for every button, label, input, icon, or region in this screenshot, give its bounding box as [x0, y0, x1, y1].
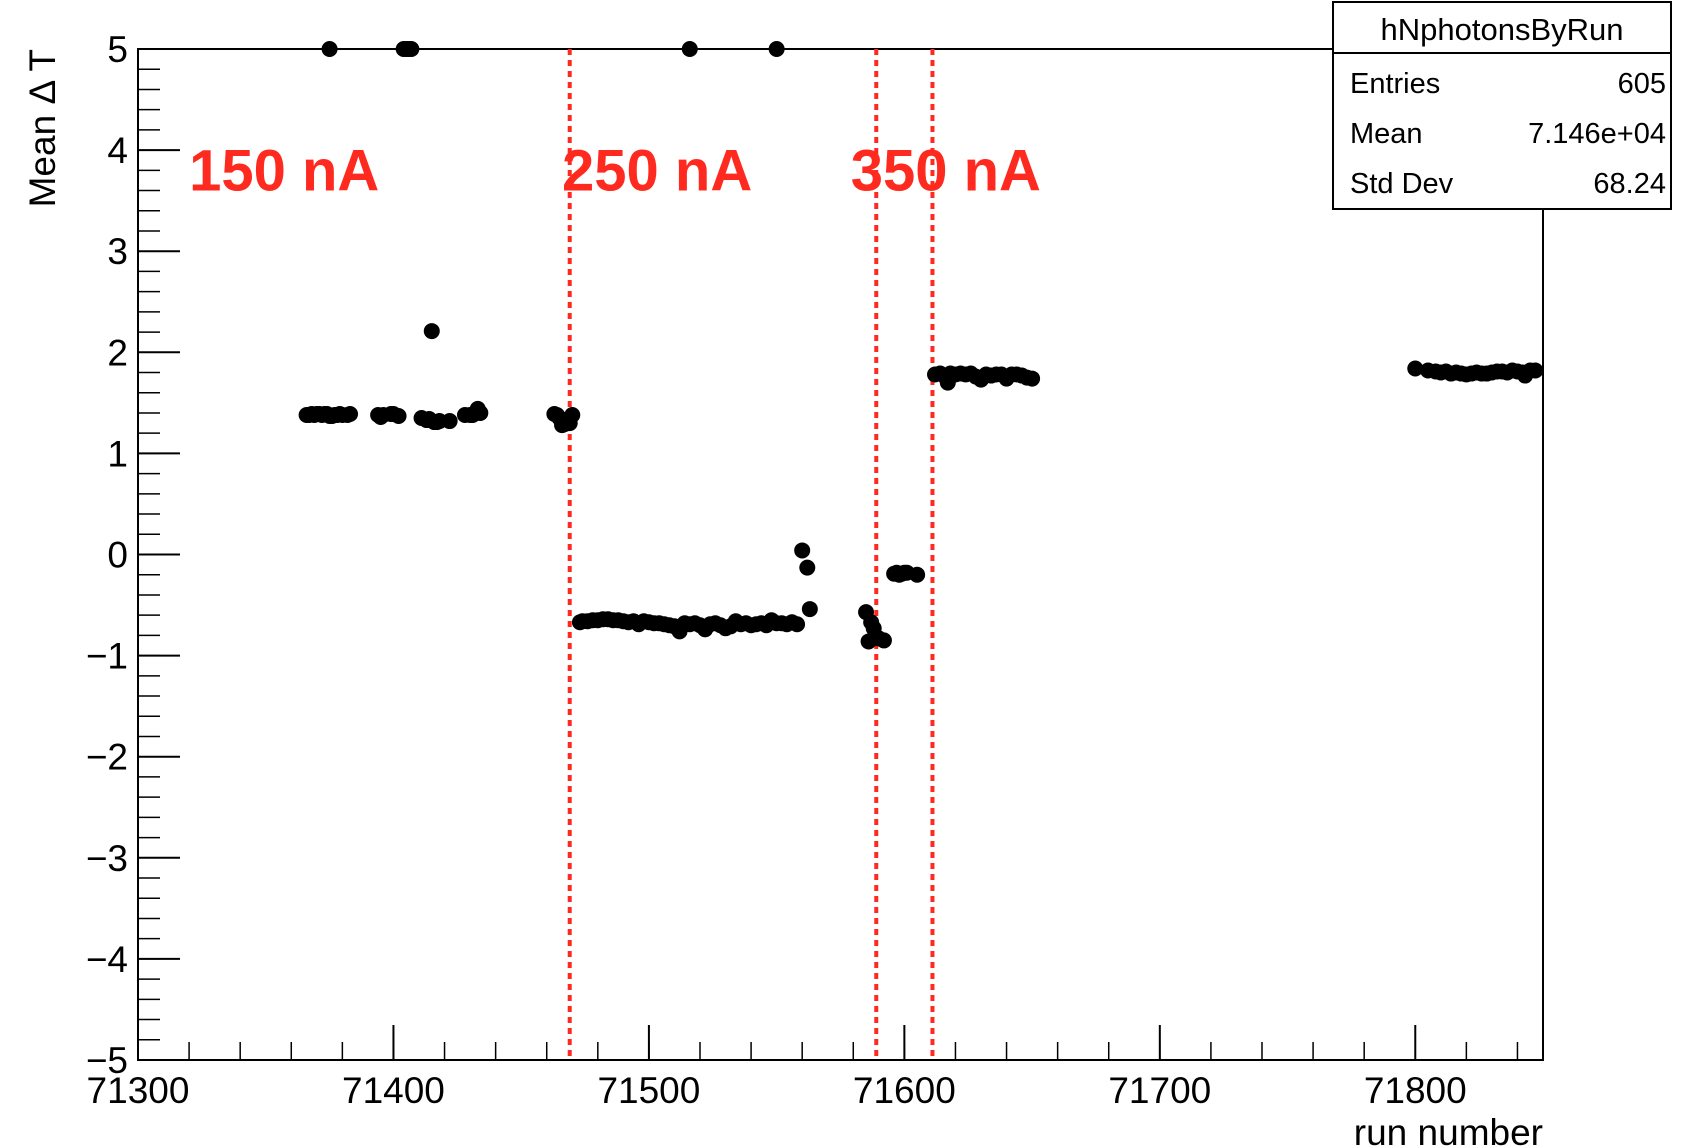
stats-mean-label: Mean	[1350, 118, 1423, 150]
data-point	[390, 407, 407, 424]
x-minor-ticks	[137, 1042, 1519, 1060]
data-point	[768, 41, 785, 57]
data-point	[801, 601, 818, 618]
y-tick-label: −3	[86, 838, 128, 879]
region-label: 350 nA	[851, 138, 1041, 203]
region-label: 150 nA	[189, 138, 379, 203]
stats-box: hNphotonsByRun Entries 605 Mean 7.146e+0…	[1332, 1, 1672, 210]
region-labels: 150 nA 250 nA 350 nA	[189, 138, 1041, 203]
stats-mean-value: 7.146e+04	[1528, 118, 1666, 150]
x-tick-label: 71800	[1364, 1070, 1467, 1111]
data-points	[298, 41, 1544, 650]
data-point	[799, 559, 816, 576]
x-tick-label: 71400	[342, 1070, 445, 1111]
data-point	[875, 632, 892, 649]
y-tick-label: −5	[86, 1040, 128, 1081]
y-axis-title: Mean Δ T	[22, 49, 63, 207]
y-tick-label: 5	[107, 29, 128, 70]
stats-stddev-label: Std Dev	[1350, 168, 1454, 200]
y-tick-label: 4	[107, 130, 128, 171]
stats-entries-label: Entries	[1350, 68, 1440, 100]
y-tick-label: 0	[107, 535, 128, 576]
y-tick-label: 2	[107, 332, 128, 373]
y-axis-ticks: −5 −4 −3 −2 −1 0 1 2 3 4 5	[86, 29, 180, 1081]
x-tick-label: 71500	[597, 1070, 700, 1111]
y-tick-label: 1	[107, 433, 128, 474]
data-point	[423, 323, 440, 340]
region-label: 250 nA	[562, 138, 752, 203]
data-point	[794, 542, 811, 559]
data-point	[1024, 370, 1041, 387]
x-tick-label: 71600	[853, 1070, 956, 1111]
stats-entries-value: 605	[1618, 68, 1666, 100]
y-tick-label: −2	[86, 737, 128, 778]
data-point	[1407, 360, 1424, 377]
x-tick-label: 71700	[1108, 1070, 1211, 1111]
data-point	[564, 406, 581, 423]
x-axis-title: run number	[1354, 1112, 1543, 1148]
data-point	[681, 41, 698, 57]
data-point	[472, 404, 489, 421]
stats-stddev-value: 68.24	[1593, 168, 1666, 200]
x-axis-ticks: 71300 71400 71500 71600 71700 71800	[87, 1025, 1467, 1111]
data-point	[789, 616, 806, 633]
y-tick-label: 3	[107, 231, 128, 272]
x-tick-label: 71300	[87, 1070, 190, 1111]
data-point	[403, 41, 420, 57]
current-boundaries	[567, 49, 935, 1060]
y-tick-label: −4	[86, 939, 128, 980]
data-point	[321, 41, 338, 57]
y-tick-label: −1	[86, 636, 128, 677]
data-point	[1527, 362, 1544, 379]
data-point	[909, 566, 926, 583]
data-point	[342, 405, 359, 422]
data-point	[441, 413, 458, 430]
stats-title: hNphotonsByRun	[1381, 12, 1624, 47]
